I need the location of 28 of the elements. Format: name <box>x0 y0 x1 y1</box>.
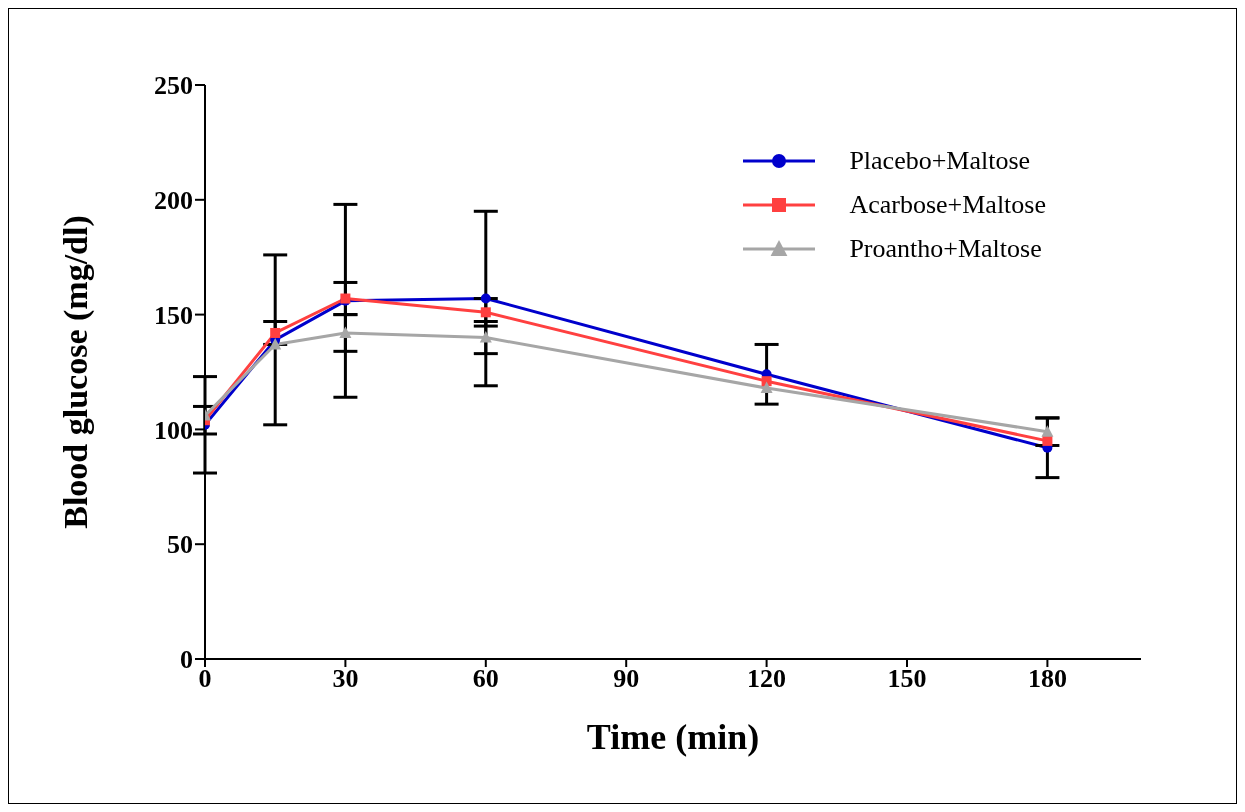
y-tick-label: 50 <box>167 530 193 560</box>
x-tick-label: 180 <box>1027 664 1067 694</box>
x-tick-label: 30 <box>332 664 359 694</box>
x-axis-title: Time (min) <box>586 717 760 757</box>
x-tick-label: 60 <box>472 664 499 694</box>
x-tick-label: 90 <box>613 664 640 694</box>
point <box>1042 435 1053 446</box>
x-tick-label: 120 <box>747 664 787 694</box>
point <box>270 327 281 338</box>
point <box>760 381 773 394</box>
x-tick-label: 0 <box>198 664 212 694</box>
point <box>761 376 772 387</box>
y-tick-label: 150 <box>154 300 193 330</box>
point <box>480 307 491 318</box>
legend-label: Proantho+Maltose <box>849 234 1042 264</box>
point <box>1041 425 1054 437</box>
y-tick-label: 100 <box>154 415 193 445</box>
legend-label: Acarbose+Maltose <box>849 190 1046 220</box>
point <box>479 331 492 343</box>
point <box>480 293 491 304</box>
legend-label: Placebo+Maltose <box>849 146 1031 176</box>
y-tick-label: 0 <box>180 645 193 675</box>
x-tick-label: 150 <box>887 664 927 694</box>
y-tick-label: 250 <box>154 71 193 101</box>
point <box>269 337 282 350</box>
y-axis-title: Blood glucose (mg/dl) <box>57 215 96 529</box>
y-tick-label: 200 <box>154 186 193 216</box>
point <box>339 326 352 338</box>
